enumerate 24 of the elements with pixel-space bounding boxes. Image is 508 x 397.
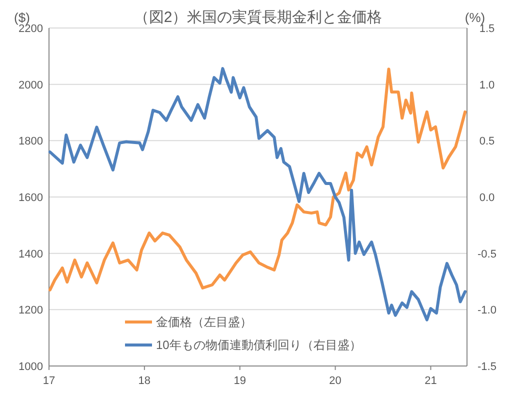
y-tick-label: 1800 — [18, 136, 43, 148]
y-tick-label: 1400 — [18, 248, 43, 260]
x-tick-label: 17 — [42, 375, 56, 387]
x-tick-label: 19 — [234, 375, 246, 387]
y-tick-label: 1200 — [18, 304, 43, 317]
y2-axis-title: (%) — [464, 10, 486, 25]
y2-tick-label: 1.5 — [479, 23, 495, 35]
y2-tick-label: -1.0 — [478, 304, 496, 317]
y-tick-label: 2000 — [18, 79, 43, 92]
legend-label: 金価格（左目盛） — [156, 315, 252, 329]
y2-tick-label: 0.5 — [479, 136, 495, 148]
x-tick-label: 20 — [329, 375, 342, 387]
legend-label: 10年もの物価連動債利回り（右目盛） — [156, 338, 362, 352]
y-tick-label: 1000 — [18, 361, 43, 373]
y-axis-title: ($) — [14, 10, 30, 25]
y-tick-label: 2200 — [18, 23, 43, 35]
y-tick-label: 1600 — [18, 192, 43, 204]
y2-tick-label: -0.5 — [478, 248, 496, 260]
chart-title: （図2）米国の実質長期金利と金価格 — [134, 9, 382, 26]
y2-tick-label: 0.0 — [479, 192, 495, 204]
x-tick-label: 18 — [138, 375, 151, 387]
x-tick-label: 21 — [424, 375, 437, 387]
y2-tick-label: -1.5 — [478, 361, 496, 373]
y2-tick-label: 1.0 — [479, 79, 495, 92]
